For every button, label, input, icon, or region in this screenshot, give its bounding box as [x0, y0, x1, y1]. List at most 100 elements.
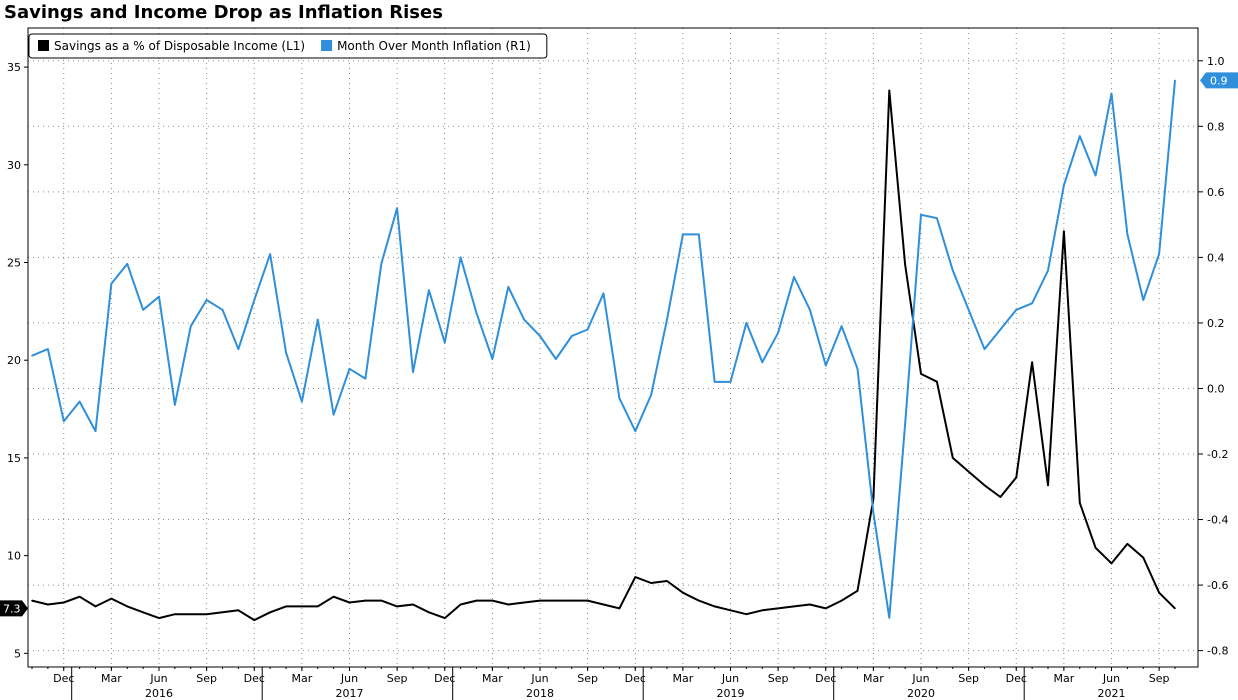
data-point: [348, 601, 351, 604]
legend-label: Month Over Month Inflation (R1): [337, 39, 531, 53]
data-point: [761, 609, 764, 612]
data-point: [94, 430, 97, 432]
data-point: [539, 599, 541, 602]
plot-border: [27, 27, 1199, 668]
x-axis-tick-label: Jun: [911, 672, 929, 685]
data-point: [1158, 591, 1160, 594]
right-axis-tick-label: -0.2: [1207, 448, 1228, 461]
data-point: [729, 609, 732, 612]
right-last-value-badge: [1200, 72, 1238, 89]
legend-item: Month Over Month Inflation (R1): [321, 39, 531, 53]
data-point: [62, 601, 65, 604]
data-point: [983, 348, 986, 350]
data-point: [523, 318, 525, 321]
left-axis: 5 10 15 20 25 30 35: [7, 61, 28, 660]
right-axis-tick-label: 0.8: [1207, 120, 1225, 133]
data-point: [47, 348, 49, 350]
data-point: [936, 217, 938, 219]
data-point: [523, 601, 525, 604]
x-axis-year-label: 2016: [145, 687, 173, 700]
data-point: [1063, 184, 1065, 187]
data-point: [301, 605, 303, 608]
data-point: [1110, 562, 1113, 565]
x-axis: Dec Mar Jun Sep Dec Mar Jun Sep Dec Mar Jun Sep Dec M…: [28, 666, 1198, 700]
data-point: [269, 253, 271, 255]
data-point: [602, 603, 605, 606]
data-point: [428, 289, 430, 291]
data-point: [380, 599, 383, 602]
legend-box: [28, 33, 548, 59]
data-point: [1094, 174, 1097, 177]
x-axis-tick-label: Jun: [530, 672, 548, 685]
data-point: [602, 292, 605, 295]
data-point: [142, 309, 144, 311]
data-point: [777, 607, 779, 610]
x-axis-year-label: 2018: [526, 687, 554, 700]
data-point: [507, 603, 510, 606]
data-point: [221, 611, 224, 614]
data-point: [920, 213, 922, 216]
data-point: [126, 263, 129, 265]
data-point: [31, 599, 33, 602]
data-point: [1142, 556, 1145, 559]
data-point: [1094, 546, 1097, 549]
x-axis-tick-label: Jun: [149, 672, 167, 685]
x-axis-tick-label: Mar: [863, 672, 884, 685]
data-point: [459, 603, 462, 606]
data-point: [412, 603, 414, 606]
data-point: [666, 318, 668, 321]
data-point: [158, 617, 160, 619]
data-point: [1015, 476, 1018, 479]
right-axis-tick-label: -0.4: [1207, 514, 1228, 527]
data-point: [31, 354, 33, 357]
data-point: [555, 599, 557, 602]
data-point: [618, 397, 621, 400]
data-point: [1047, 484, 1049, 487]
data-point: [840, 325, 843, 328]
data-point: [904, 263, 906, 266]
data-point: [713, 381, 716, 383]
data-point: [1126, 543, 1129, 545]
data-point: [888, 617, 891, 619]
data-point: [491, 599, 494, 602]
right-last-value-label: 0.9: [1210, 74, 1228, 87]
left-axis-tick-label: 5: [14, 647, 21, 660]
data-point: [253, 299, 256, 301]
gridlines: [28, 28, 1198, 667]
data-point: [809, 603, 811, 606]
data-point: [142, 611, 144, 614]
series-line: [31, 80, 1176, 619]
data-point: [364, 599, 367, 602]
left-axis-tick-label: 30: [7, 159, 21, 172]
data-point: [999, 328, 1002, 331]
data-point: [62, 420, 65, 423]
data-point: [1015, 309, 1018, 311]
data-point: [586, 328, 589, 331]
data-point: [316, 318, 319, 321]
data-point: [745, 322, 748, 324]
data-point: [221, 309, 224, 311]
data-point: [1174, 607, 1176, 610]
data-point: [650, 394, 652, 396]
data-point: [285, 605, 287, 608]
left-axis-tick-label: 20: [7, 354, 21, 367]
data-point: [443, 341, 446, 344]
right-axis-tick-label: 0.4: [1207, 251, 1225, 264]
x-axis-tick-label: Sep: [387, 672, 408, 685]
data-point: [364, 377, 367, 380]
data-point: [1031, 302, 1033, 305]
data-point: [237, 609, 240, 612]
left-axis-tick-label: 25: [7, 256, 21, 269]
data-point: [1174, 79, 1176, 82]
data-point: [555, 358, 557, 360]
series-inflation: [31, 79, 1176, 619]
data-point: [301, 400, 303, 403]
data-point: [475, 599, 478, 602]
data-point: [396, 207, 398, 210]
data-point: [475, 312, 478, 314]
x-axis-tick-label: Mar: [101, 672, 122, 685]
data-point: [189, 613, 192, 616]
x-axis-tick-label: Mar: [291, 672, 312, 685]
x-axis-tick-label: Sep: [958, 672, 979, 685]
